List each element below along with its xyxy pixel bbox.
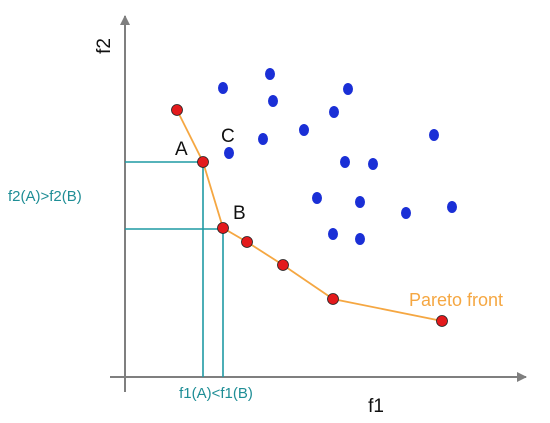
pareto-point bbox=[171, 104, 183, 116]
dominated-point bbox=[299, 124, 309, 136]
dominated-point bbox=[340, 156, 350, 168]
point-a-label: A bbox=[175, 139, 188, 160]
pareto-point bbox=[277, 259, 289, 271]
dominated-point bbox=[368, 158, 378, 170]
dominated-point bbox=[328, 228, 338, 240]
x-axis-label: f1 bbox=[368, 396, 384, 417]
dominated-point bbox=[355, 233, 365, 245]
dominated-point-c bbox=[224, 147, 234, 159]
point-b-label: B bbox=[233, 203, 246, 224]
dominated-point bbox=[355, 196, 365, 208]
pareto-point bbox=[241, 236, 253, 248]
dominated-point bbox=[258, 133, 268, 145]
dominated-points bbox=[218, 68, 457, 245]
pareto-point-a bbox=[197, 156, 209, 168]
dominated-point bbox=[329, 106, 339, 118]
f1-comparison-label: f1(A)<f1(B) bbox=[179, 385, 253, 402]
dominated-point bbox=[312, 192, 322, 204]
pareto-points bbox=[171, 104, 448, 327]
y-axis-label: f2 bbox=[94, 38, 115, 54]
dominated-point bbox=[343, 83, 353, 95]
point-c-label: C bbox=[221, 126, 235, 147]
pareto-front-label: Pareto front bbox=[409, 290, 503, 310]
dominated-point bbox=[401, 207, 411, 219]
f2-comparison-label: f2(A)>f2(B) bbox=[8, 188, 82, 205]
pareto-point bbox=[327, 293, 339, 305]
dominated-point bbox=[447, 201, 457, 213]
pareto-point bbox=[436, 315, 448, 327]
dominated-point bbox=[265, 68, 275, 80]
dominated-point bbox=[429, 129, 439, 141]
dominated-point bbox=[268, 95, 278, 107]
dominated-point bbox=[218, 82, 228, 94]
pareto-point-b bbox=[217, 222, 229, 234]
